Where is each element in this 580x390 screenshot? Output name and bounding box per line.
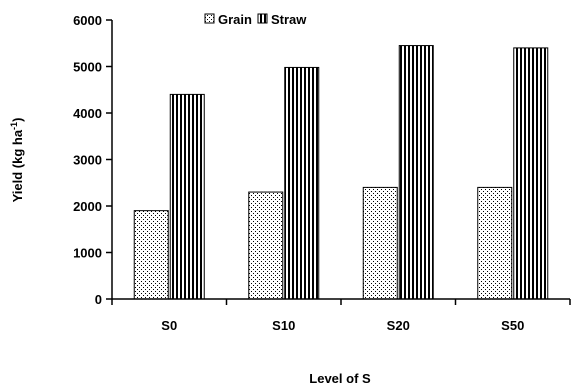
x-tick-label: S50 xyxy=(501,318,524,333)
bars-group xyxy=(133,45,549,300)
bar-straw-s50 xyxy=(513,47,549,300)
y-axis-title-main: Yield (kg ha xyxy=(10,129,25,202)
y-tick-label: 1000 xyxy=(73,246,102,261)
y-axis-title-sup: -1 xyxy=(9,122,19,130)
bar-grain-s50 xyxy=(477,186,513,300)
bar-straw-s0 xyxy=(169,93,205,300)
y-axis-title-close: ) xyxy=(10,118,25,122)
y-axis-title: Yield (kg ha-1) xyxy=(9,118,25,203)
bar-straw-s20 xyxy=(398,45,434,300)
y-ticks-group: 0 1000 2000 3000 4000 5000 6000 xyxy=(73,13,112,307)
y-tick-label: 4000 xyxy=(73,106,102,121)
bar-grain-s10 xyxy=(248,191,284,300)
bar-straw-s10 xyxy=(284,66,320,300)
bar-grain-s0 xyxy=(133,210,169,300)
x-ticks-group: S0 S10 S20 S50 xyxy=(111,299,571,333)
legend-label-straw: Straw xyxy=(271,12,307,27)
legend: Grain Straw xyxy=(204,12,307,27)
x-tick-label: S0 xyxy=(161,318,177,333)
x-tick-label: S10 xyxy=(272,318,295,333)
y-tick-label: 2000 xyxy=(73,199,102,214)
y-tick-label: 0 xyxy=(95,292,102,307)
y-tick-label: 6000 xyxy=(73,13,102,28)
legend-swatch-straw xyxy=(257,13,268,24)
legend-swatch-grain xyxy=(204,13,215,24)
legend-label-grain: Grain xyxy=(218,12,252,27)
x-axis-title: Level of S xyxy=(309,371,371,386)
x-tick-label: S20 xyxy=(387,318,410,333)
y-tick-label: 5000 xyxy=(73,60,102,75)
bar-grain-s20 xyxy=(362,186,398,300)
y-tick-label: 3000 xyxy=(73,153,102,168)
